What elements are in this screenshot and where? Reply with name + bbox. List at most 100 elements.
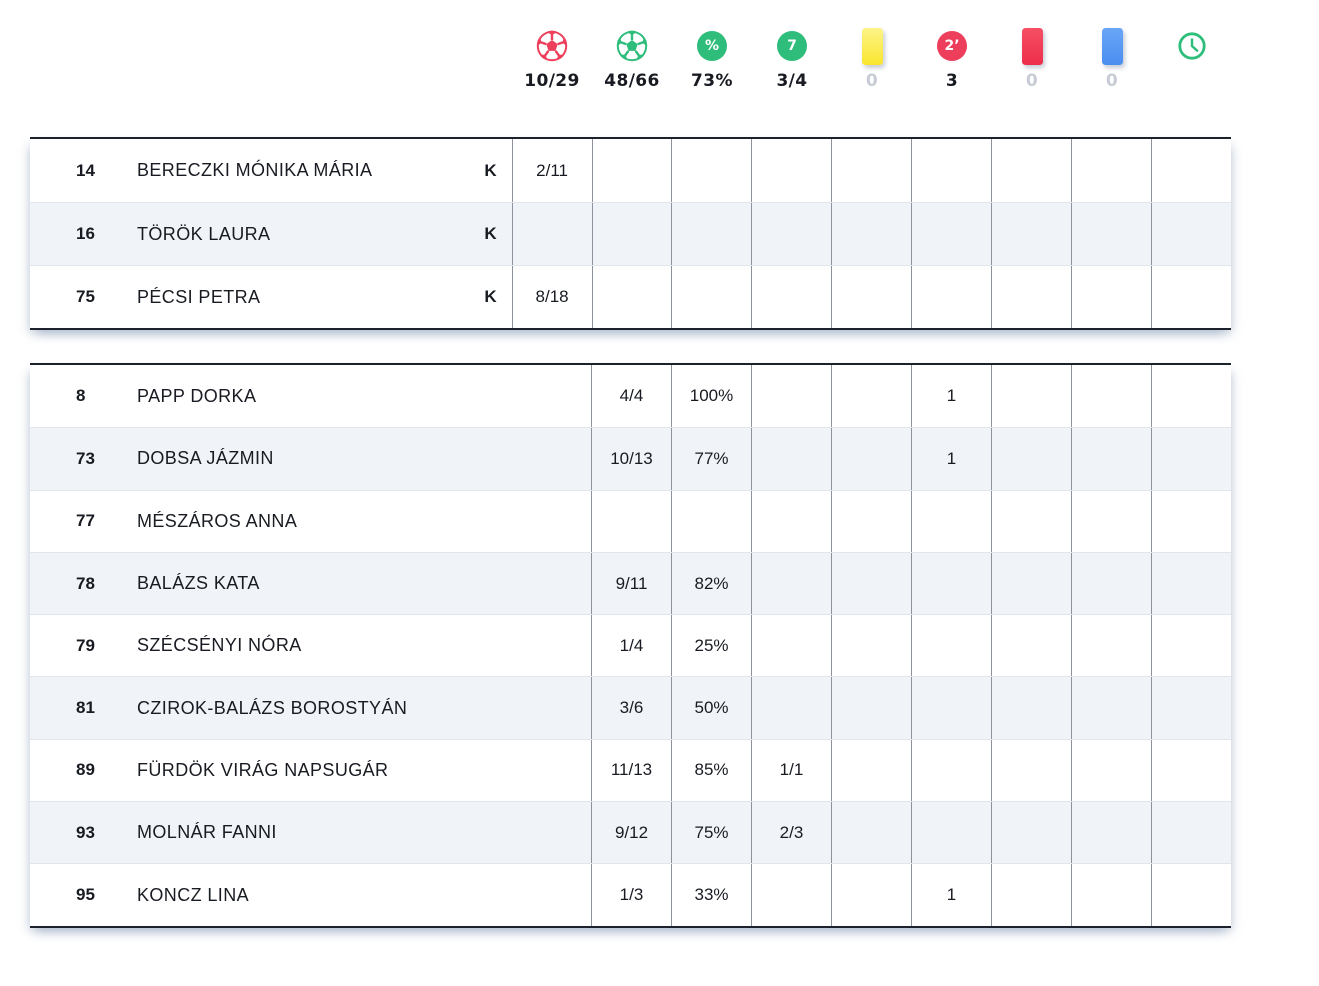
summary-value: 3/4 — [776, 71, 808, 91]
player-number: 89 — [76, 760, 95, 780]
stat-cell — [911, 139, 991, 202]
stat-cell — [1071, 139, 1151, 202]
name-cell: 8 PAPP DORKA — [30, 365, 591, 427]
percent-icon: % — [697, 26, 727, 66]
player-row: 93 MOLNÁR FANNI 9/12 75% 2/3 — [30, 801, 1231, 864]
player-number: 73 — [76, 448, 95, 468]
player-number: 81 — [76, 698, 95, 718]
stat-cell: 50% — [671, 677, 751, 739]
stat-cell — [831, 365, 911, 428]
stat-cell — [831, 552, 911, 615]
summary-stats-header: 10/29 48/66% 73% 7 3/4 0 2’ 3 0 0 — [0, 0, 1319, 110]
stat-cell — [1151, 615, 1231, 677]
stat-cell — [911, 615, 991, 677]
stat-cell — [1071, 739, 1151, 802]
summary-value: 48/66 — [604, 71, 660, 91]
stat-cell — [751, 139, 831, 202]
seven-meter-summary-column: 7 3/4 — [752, 26, 832, 93]
goalkeeper-row: 75 PÉCSI PETRA K 8/18 — [30, 265, 1231, 328]
player-name: BALÁZS KATA — [137, 573, 260, 594]
player-number: 8 — [76, 386, 86, 406]
stat-cell — [991, 739, 1071, 802]
red-card-summary-column: 0 — [992, 26, 1072, 93]
blue-card-summary-column: 0 — [1072, 26, 1152, 93]
player-number: 16 — [76, 224, 95, 243]
name-cell: 16 TÖRÖK LAURA K — [30, 203, 512, 265]
stat-cell — [911, 552, 991, 615]
stat-cell — [1071, 266, 1151, 328]
name-cell: 78 BALÁZS KATA — [30, 553, 591, 614]
player-name: MOLNÁR FANNI — [137, 822, 277, 843]
stat-cell — [911, 739, 991, 802]
stat-cell — [1151, 739, 1231, 802]
stat-cell — [671, 490, 751, 552]
player-row: 73 DOBSA JÁZMIN 10/13 77% 1 — [30, 427, 1231, 490]
summary-value: 10/29 — [524, 71, 580, 91]
stat-cell — [831, 739, 911, 802]
stat-cell — [1071, 428, 1151, 490]
summary-value: 3 — [945, 71, 959, 91]
stat-cell — [1151, 552, 1231, 615]
stat-cell: 11/13 — [591, 739, 671, 802]
stat-cell — [751, 365, 831, 428]
stat-cell — [831, 139, 911, 202]
stat-cell — [1151, 203, 1231, 265]
player-row: 77 MÉSZÁROS ANNA — [30, 489, 1231, 552]
stat-cell: 1 — [911, 428, 991, 490]
stat-cell — [751, 203, 831, 265]
stat-cell — [751, 615, 831, 677]
stat-cell: 1/4 — [591, 615, 671, 677]
player-name: TÖRÖK LAURA — [137, 223, 271, 244]
stat-cell — [751, 266, 831, 328]
stat-cell — [1071, 552, 1151, 615]
stat-cell — [911, 677, 991, 739]
stat-cell: 25% — [671, 615, 751, 677]
stat-cell: 1/3 — [591, 864, 671, 926]
stat-cell — [991, 365, 1071, 428]
player-name: SZÉCSÉNYI NÓRA — [137, 635, 302, 656]
green-ball-icon — [616, 26, 648, 66]
player-name: PAPP DORKA — [137, 385, 257, 406]
red-ball-icon — [536, 26, 568, 66]
percent-summary-column: % 73% — [672, 26, 752, 93]
player-row: 81 CZIROK-BALÁZS BOROSTYÁN 3/6 50% — [30, 676, 1231, 739]
seven-meter-icon: 7 — [777, 26, 807, 66]
summary-value: 0 — [1025, 71, 1039, 91]
player-name: CZIROK-BALÁZS BOROSTYÁN — [137, 697, 408, 718]
player-row: 79 SZÉCSÉNYI NÓRA 1/4 25% — [30, 614, 1231, 677]
player-number: 79 — [76, 635, 95, 655]
player-row: 89 FÜRDÖK VIRÁG NAPSUGÁR 11/13 85% 1/1 — [30, 738, 1231, 802]
player-name: KONCZ LINA — [137, 884, 250, 905]
stat-cell — [751, 552, 831, 615]
summary-value: 0 — [1105, 71, 1119, 91]
stat-cell — [991, 615, 1071, 677]
stat-cell — [751, 864, 831, 926]
player-number: 75 — [76, 287, 95, 306]
player-number: 78 — [76, 573, 95, 593]
stat-cell — [591, 139, 672, 202]
name-cell: 89 FÜRDÖK VIRÁG NAPSUGÁR — [30, 740, 591, 801]
stat-cell — [1151, 266, 1231, 328]
stat-cell — [591, 490, 671, 552]
stat-cell — [751, 677, 831, 739]
player-number: 95 — [76, 885, 95, 905]
stat-cell: 2/3 — [751, 802, 831, 864]
goalkeepers-table: 14 BERECZKI MÓNIKA MÁRIA K 2/11 16 TÖRÖK LAUR… — [30, 137, 1231, 330]
clock-summary-column — [1152, 26, 1232, 93]
stat-cell — [1151, 428, 1231, 490]
yellow-card-icon — [861, 26, 883, 66]
stat-cell: 1/1 — [751, 739, 831, 802]
stat-cell — [751, 490, 831, 552]
stat-cell: 100% — [671, 365, 751, 428]
name-cell: 95 KONCZ LINA — [30, 864, 591, 925]
stat-cell: 10/13 — [591, 428, 671, 490]
stat-cell — [671, 266, 751, 328]
red-card-icon — [1021, 26, 1043, 66]
stat-cell — [991, 428, 1071, 490]
stat-cell — [831, 428, 911, 490]
stat-cell — [831, 864, 911, 926]
stat-cell — [1151, 802, 1231, 864]
player-number: 77 — [76, 511, 95, 531]
player-name: BERECZKI MÓNIKA MÁRIA — [137, 160, 373, 180]
